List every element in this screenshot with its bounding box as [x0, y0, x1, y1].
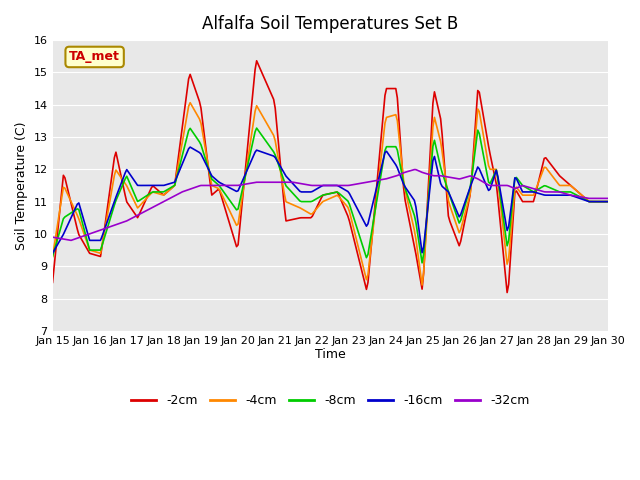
Y-axis label: Soil Temperature (C): Soil Temperature (C)	[15, 121, 28, 250]
Title: Alfalfa Soil Temperatures Set B: Alfalfa Soil Temperatures Set B	[202, 15, 458, 33]
X-axis label: Time: Time	[315, 348, 346, 361]
Legend: -2cm, -4cm, -8cm, -16cm, -32cm: -2cm, -4cm, -8cm, -16cm, -32cm	[126, 389, 534, 412]
Text: TA_met: TA_met	[69, 50, 120, 63]
